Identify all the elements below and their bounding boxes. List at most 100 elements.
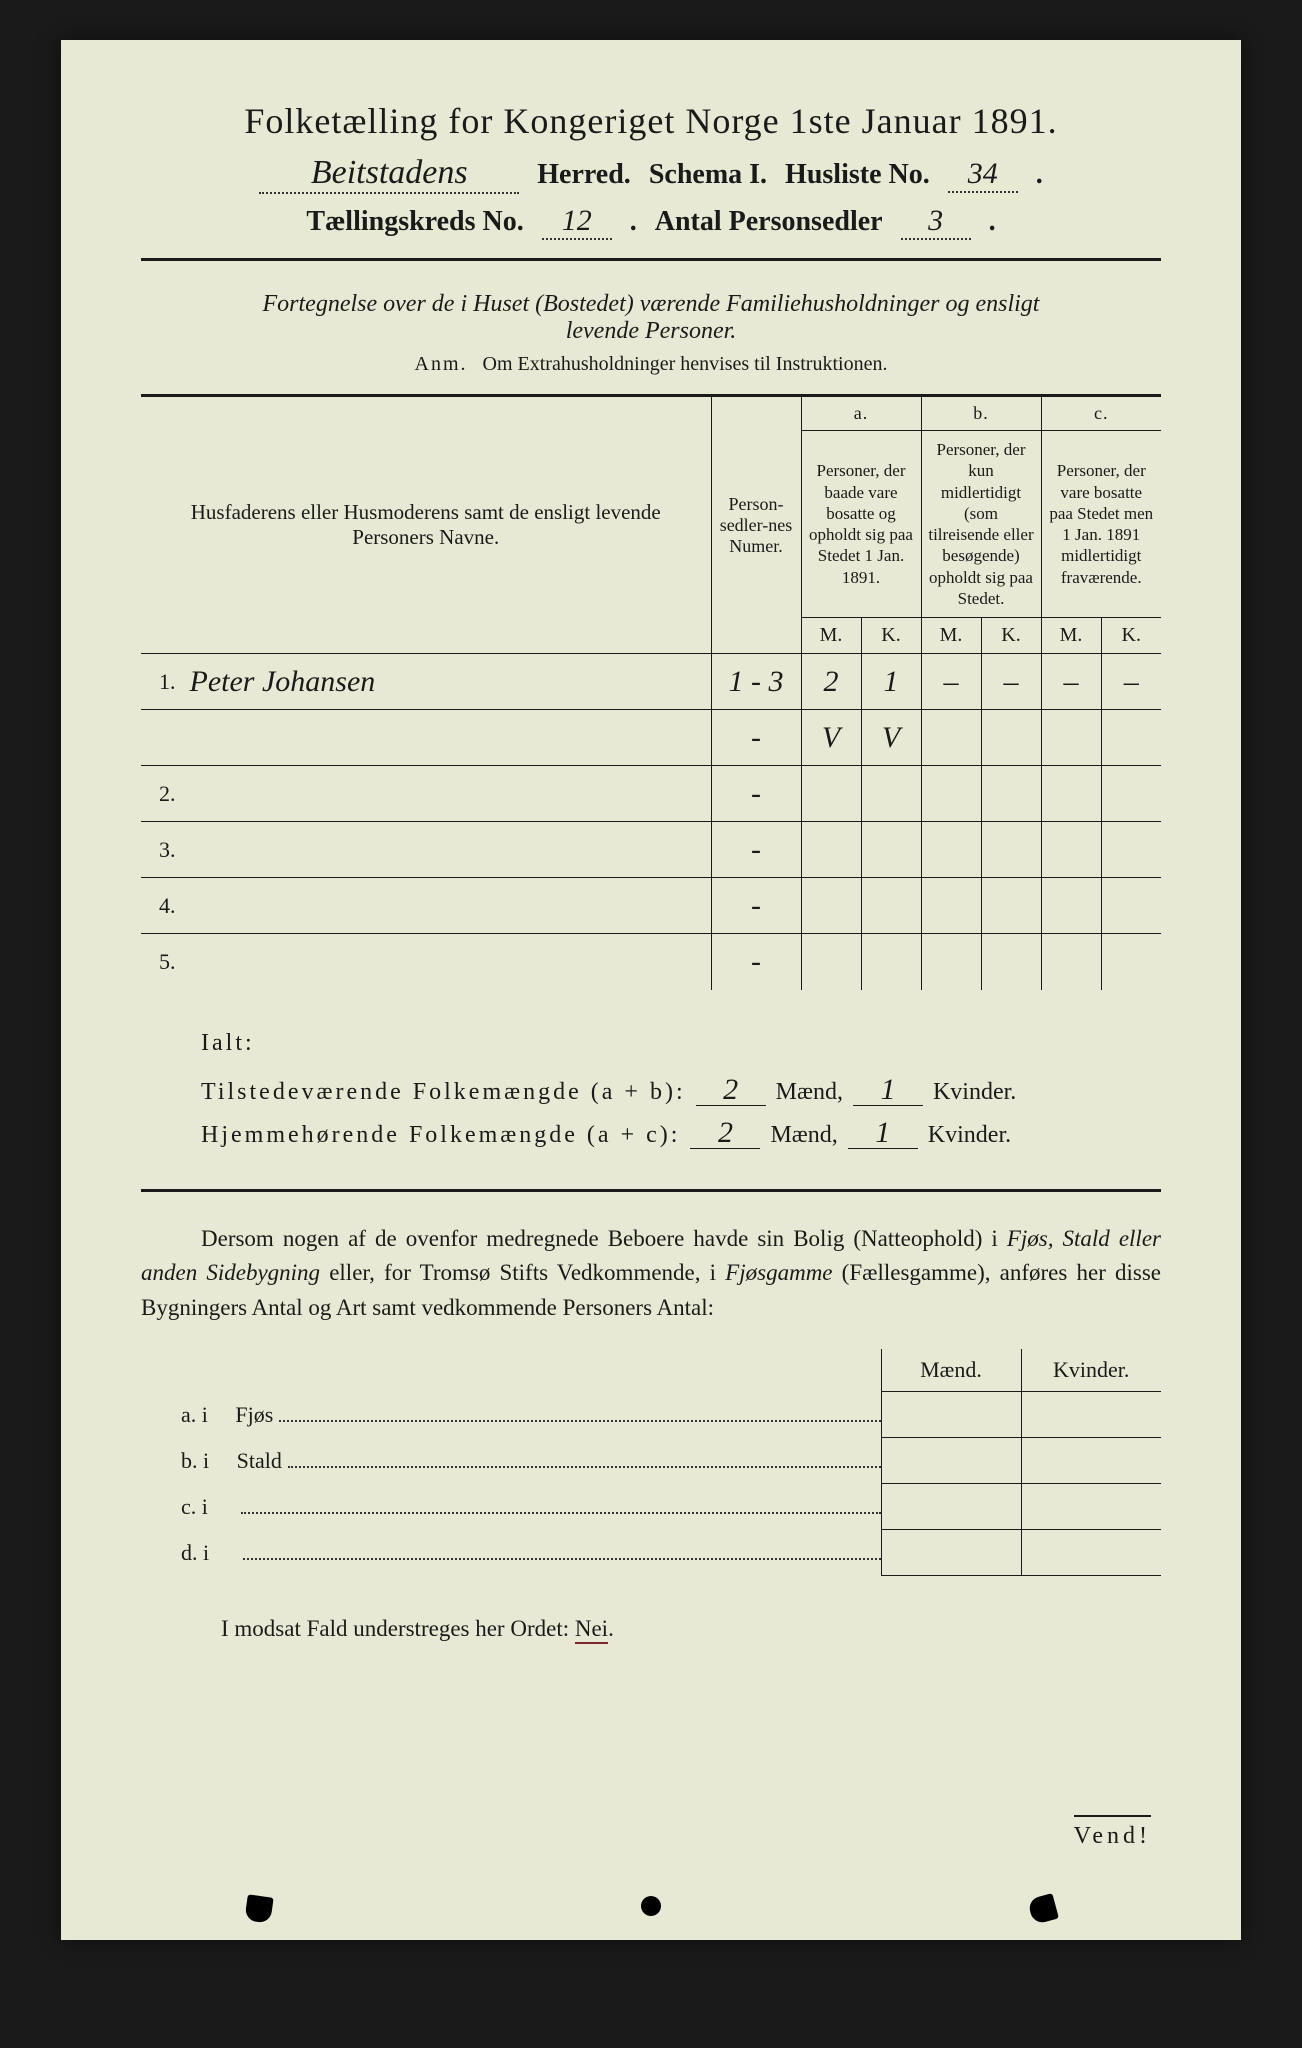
th-a-label: a.	[801, 396, 921, 431]
cell-a-k	[861, 822, 921, 878]
building-maend	[881, 1392, 1021, 1438]
row-number	[141, 710, 184, 766]
building-row: b. i Stald	[141, 1438, 1161, 1484]
building-kvinder	[1021, 1530, 1161, 1576]
cell-c-k	[1101, 934, 1161, 990]
th-c-label: c.	[1041, 396, 1161, 431]
divider-2	[141, 1189, 1161, 1192]
cell-a-k: 1	[861, 654, 921, 710]
cell-c-m	[1041, 766, 1101, 822]
cell-b-m	[921, 822, 981, 878]
building-table: Mænd. Kvinder. a. i Fjøsb. i Staldc. i d…	[141, 1349, 1161, 1576]
person-numer: -	[711, 822, 801, 878]
table-row: -VV	[141, 710, 1161, 766]
cell-a-k: V	[861, 710, 921, 766]
cell-b-m	[921, 766, 981, 822]
person-numer: -	[711, 878, 801, 934]
instruction-paragraph: Dersom nogen af de ovenfor medregnede Be…	[141, 1222, 1161, 1326]
th-numer: Person-sedler-nes Numer.	[711, 396, 801, 654]
cell-b-m	[921, 710, 981, 766]
row-number: 4.	[141, 878, 184, 934]
row-number: 5.	[141, 934, 184, 990]
intro-text: Fortegnelse over de i Huset (Bostedet) v…	[141, 291, 1161, 345]
cell-a-m: 2	[801, 654, 861, 710]
ab-maend-value: 2	[696, 1075, 766, 1106]
person-numer: -	[711, 934, 801, 990]
cell-c-k	[1101, 822, 1161, 878]
totals-row-ac: Hjemmehørende Folkemængde (a + c): 2 Mæn…	[201, 1118, 1161, 1149]
hole-icon	[640, 1895, 663, 1918]
page-title: Folketælling for Kongeriget Norge 1ste J…	[141, 100, 1161, 142]
building-maend	[881, 1530, 1021, 1576]
census-form-page: Folketælling for Kongeriget Norge 1ste J…	[61, 40, 1241, 1940]
th-a-m: M.	[801, 618, 861, 654]
cell-c-k	[1101, 878, 1161, 934]
th-a-k: K.	[861, 618, 921, 654]
nei-word: Nei	[575, 1616, 608, 1644]
cell-c-m	[1041, 710, 1101, 766]
table-row: 3.-	[141, 822, 1161, 878]
person-name	[184, 766, 712, 822]
antal-value: 3	[901, 204, 971, 240]
cell-c-k	[1101, 766, 1161, 822]
cell-b-k	[981, 878, 1041, 934]
building-kvinder	[1021, 1438, 1161, 1484]
building-row: d. i	[141, 1530, 1161, 1576]
building-label: c. i	[141, 1484, 881, 1530]
ab-kvinder-value: 1	[853, 1075, 923, 1106]
person-numer: 1 - 3	[711, 654, 801, 710]
th-kvinder: Kvinder.	[1021, 1349, 1161, 1392]
cell-b-m	[921, 878, 981, 934]
person-numer: -	[711, 766, 801, 822]
person-name	[184, 878, 712, 934]
cell-a-k	[861, 934, 921, 990]
kreds-label: Tællingskreds No.	[306, 206, 523, 238]
building-kvinder	[1021, 1484, 1161, 1530]
person-name	[184, 710, 712, 766]
table-row: 2. -	[141, 766, 1161, 822]
building-kvinder	[1021, 1392, 1161, 1438]
hole-icon	[1027, 1893, 1059, 1925]
schema-label: Schema I.	[649, 159, 767, 191]
herred-value: Beitstadens	[259, 154, 519, 194]
ialt-label: Ialt:	[201, 1030, 1161, 1057]
th-name: Husfaderens eller Husmoderens samt de en…	[141, 396, 711, 654]
th-b-k: K.	[981, 618, 1041, 654]
cell-c-k: –	[1101, 654, 1161, 710]
cell-c-m	[1041, 822, 1101, 878]
building-label: d. i	[141, 1530, 881, 1576]
cell-b-k	[981, 822, 1041, 878]
punch-holes	[61, 1896, 1241, 1922]
building-maend	[881, 1484, 1021, 1530]
cell-a-m	[801, 934, 861, 990]
th-c-k: K.	[1101, 618, 1161, 654]
cell-c-m	[1041, 934, 1101, 990]
th-b-label: b.	[921, 396, 1041, 431]
table-row: 4. -	[141, 878, 1161, 934]
cell-a-m	[801, 822, 861, 878]
header-line-2: Beitstadens Herred. Schema I. Husliste N…	[141, 154, 1161, 194]
cell-b-k	[981, 710, 1041, 766]
row-number: 1.	[141, 654, 184, 710]
person-name: Peter Johansen	[184, 654, 712, 710]
cell-a-m: V	[801, 710, 861, 766]
cell-b-m	[921, 934, 981, 990]
building-maend	[881, 1438, 1021, 1484]
cell-a-k	[861, 766, 921, 822]
cell-a-k	[861, 878, 921, 934]
cell-c-m: –	[1041, 654, 1101, 710]
cell-c-m	[1041, 878, 1101, 934]
husliste-label: Husliste No.	[785, 159, 930, 191]
cell-c-k	[1101, 710, 1161, 766]
kreds-value: 12	[542, 204, 612, 240]
row-number: 2.	[141, 766, 184, 822]
cell-a-m	[801, 766, 861, 822]
th-b-m: M.	[921, 618, 981, 654]
totals-row-ab: Tilstedeværende Folkemængde (a + b): 2 M…	[201, 1075, 1161, 1106]
person-name	[184, 934, 712, 990]
header-block: Folketælling for Kongeriget Norge 1ste J…	[141, 100, 1161, 261]
th-c-text: Personer, der vare bosatte paa Stedet me…	[1041, 431, 1161, 618]
antal-label: Antal Personsedler	[655, 206, 883, 238]
building-row: a. i Fjøs	[141, 1392, 1161, 1438]
th-b-text: Personer, der kun midlertidigt (som tilr…	[921, 431, 1041, 618]
